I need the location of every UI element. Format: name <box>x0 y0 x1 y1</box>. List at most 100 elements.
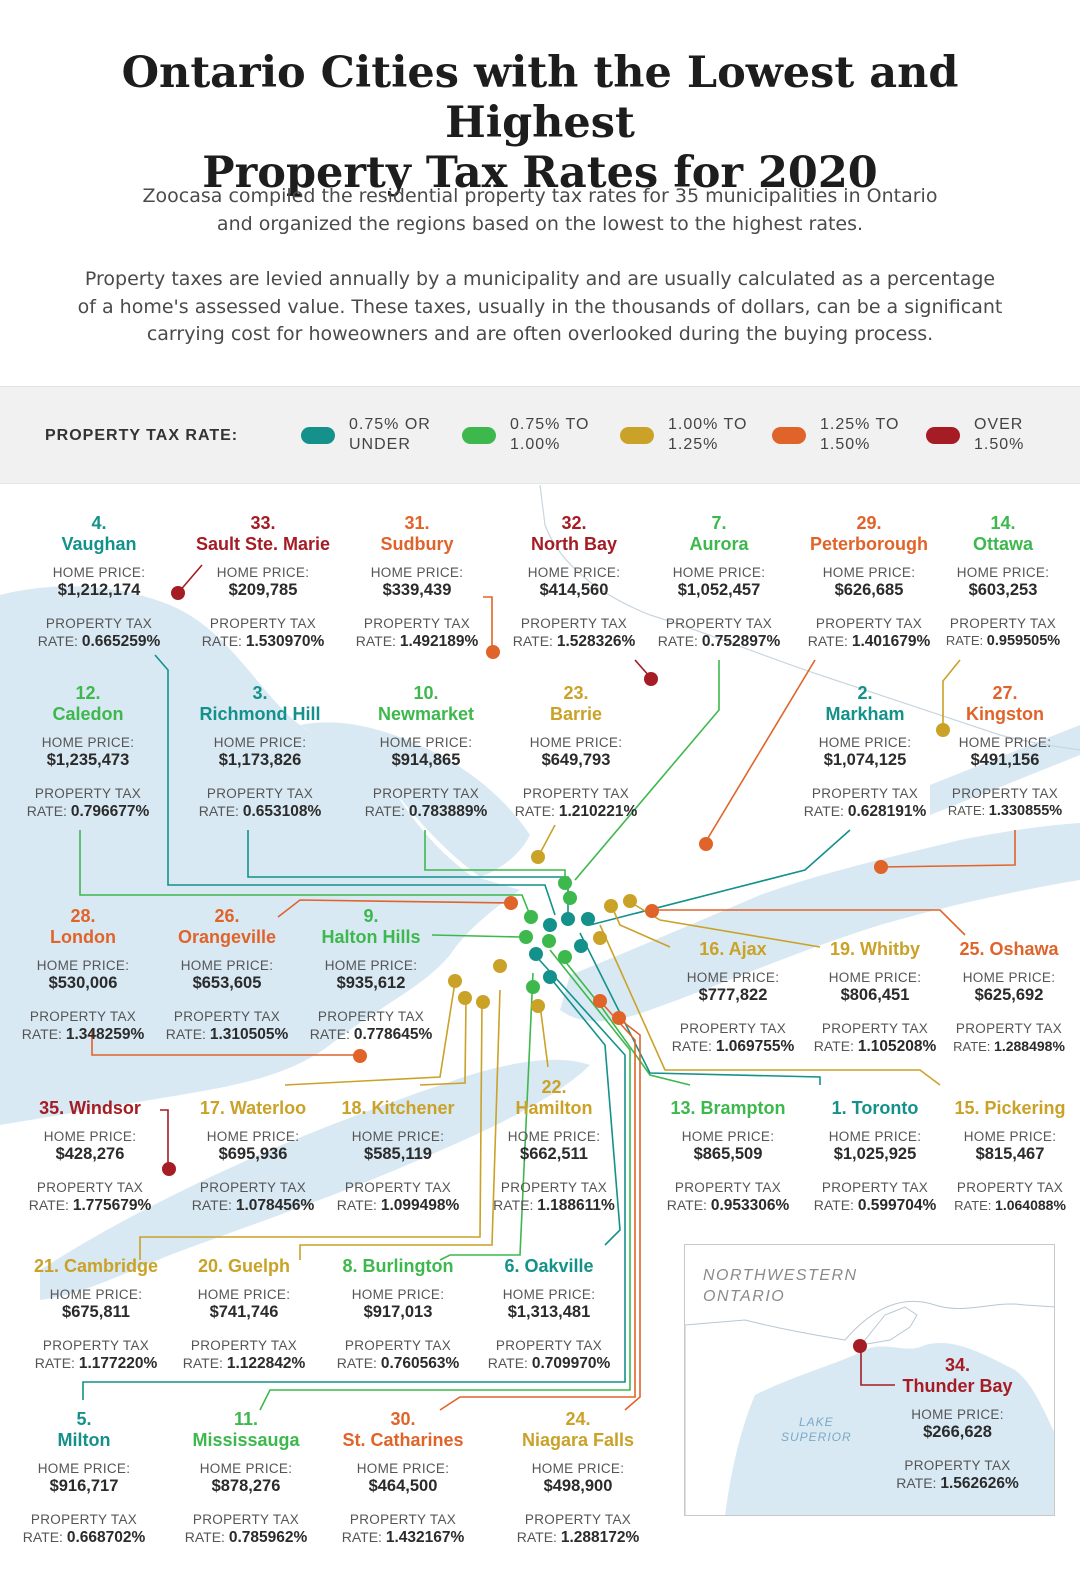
home-price-label: HOME PRICE: <box>206 1129 300 1144</box>
city-name: Mississauga <box>192 1430 300 1450</box>
legend-label: 1.25% TO 1.50% <box>820 416 900 453</box>
leader-kingston <box>879 830 1016 868</box>
leader-ajax <box>611 906 671 948</box>
dot-barrie[interactable] <box>531 850 545 864</box>
legend-item-red: OVER 1.50% <box>926 415 1080 455</box>
dot-sault[interactable] <box>171 586 185 600</box>
property-tax-label: PROPERTY TAX <box>524 1512 632 1527</box>
rate-label: RATE: <box>807 633 848 649</box>
rate-label: RATE: <box>896 1475 937 1491</box>
dot-halton[interactable] <box>519 930 533 944</box>
rate-row: RATE: 1.288498% <box>938 1037 1080 1056</box>
home-price-value: $585,119 <box>364 1145 432 1163</box>
leader-waterloo <box>284 981 456 1086</box>
dot-newmarket[interactable] <box>558 876 572 890</box>
dot-pickering[interactable] <box>593 931 607 945</box>
city-card-kingston: 27. Kingston HOME PRICE: $491,156 PROPER… <box>930 683 1080 820</box>
city-rank: 12. <box>75 683 101 703</box>
property-tax-label: PROPERTY TAX <box>815 616 923 631</box>
rate-value: 0.783889% <box>408 803 488 820</box>
dot-thunder-bay[interactable] <box>853 1339 867 1353</box>
dot-orangeville[interactable] <box>504 896 518 910</box>
dot-aurora[interactable] <box>563 891 577 905</box>
city-name: Thunder Bay <box>902 1376 1013 1396</box>
home-price-label: HOME PRICE: <box>502 1287 596 1302</box>
dot-milton[interactable] <box>529 947 543 961</box>
rate-value: 1.348259% <box>65 1026 145 1043</box>
dot-whitby[interactable] <box>623 894 637 908</box>
home-price-value: $1,173,826 <box>218 751 302 769</box>
dot-peterborough[interactable] <box>699 837 713 851</box>
rate-value: 0.785962% <box>228 1529 308 1546</box>
leader-kitchener <box>419 999 467 1086</box>
dot-richmond[interactable] <box>561 912 575 926</box>
rate-row: RATE: 1.775679% <box>5 1196 175 1215</box>
dot-london[interactable] <box>353 1049 367 1063</box>
property-tax-label: PROPERTY TAX <box>811 786 919 801</box>
dot-oakville[interactable] <box>543 970 557 984</box>
rate-label: RATE: <box>803 803 844 819</box>
dot-kitchener[interactable] <box>458 991 472 1005</box>
leader-toronto <box>579 932 821 1085</box>
rate-label: RATE: <box>516 1529 557 1545</box>
dot-mississauga[interactable] <box>558 950 572 964</box>
dot-northbay[interactable] <box>644 672 658 686</box>
property-tax-label: PROPERTY TAX <box>34 786 142 801</box>
rate-value: 1.064088% <box>995 1197 1066 1213</box>
home-price-label: HOME PRICE: <box>197 1287 291 1302</box>
rate-row: RATE: 0.665259% <box>14 632 184 651</box>
dot-sudbury[interactable] <box>486 645 500 659</box>
dot-windsor[interactable] <box>162 1162 176 1176</box>
dot-markham[interactable] <box>581 912 595 926</box>
rate-label: RATE: <box>947 803 986 818</box>
rate-label: RATE: <box>198 803 239 819</box>
rate-value: 1.492189% <box>399 633 479 650</box>
dot-caledon[interactable] <box>524 910 538 924</box>
property-tax-label: PROPERTY TAX <box>206 786 314 801</box>
dot-niagara[interactable] <box>612 1011 626 1025</box>
rate-label: RATE: <box>953 1039 991 1054</box>
legend-title: PROPERTY TAX RATE: <box>45 427 239 444</box>
home-price-value: $1,235,473 <box>46 751 130 769</box>
rate-row: RATE: 1.288172% <box>493 1528 663 1547</box>
legend: PROPERTY TAX RATE: 0.75% OR UNDER 0.75% … <box>0 386 1080 484</box>
city-name: Barrie <box>549 704 603 724</box>
legend-swatch-red <box>926 426 960 444</box>
dot-ajax[interactable] <box>604 899 618 913</box>
dot-toronto[interactable] <box>574 939 588 953</box>
georgian-bay <box>300 722 530 877</box>
home-price-value: $266,628 <box>923 1423 992 1441</box>
dot-kingston[interactable] <box>874 860 888 874</box>
rate-row: RATE: 1.492189% <box>332 632 502 651</box>
dot-burlington[interactable] <box>526 980 540 994</box>
leader-ottawa <box>942 659 961 730</box>
property-tax-label: PROPERTY TAX <box>190 1338 298 1353</box>
rate-value: 0.653108% <box>242 803 322 820</box>
city-name: Kingston <box>966 704 1044 724</box>
intro2-line-3: carrying cost for howeowners and are oft… <box>146 323 934 345</box>
city-rank: 29. <box>856 513 882 533</box>
dot-brampton[interactable] <box>542 934 556 948</box>
dot-cambridge[interactable] <box>476 995 490 1009</box>
rate-label: RATE: <box>309 1026 350 1042</box>
home-price-value: $1,212,174 <box>57 581 141 599</box>
home-price-label: HOME PRICE: <box>672 565 766 580</box>
dot-ottawa[interactable] <box>936 723 950 737</box>
dot-vaughan[interactable] <box>543 918 557 932</box>
city-card-kitchener: 18. Kitchener HOME PRICE: $585,119 PROPE… <box>313 1098 483 1215</box>
city-card-burlington: 8. Burlington HOME PRICE: $917,013 PROPE… <box>313 1256 483 1373</box>
home-price-label: HOME PRICE: <box>962 970 1056 985</box>
rate-row: RATE: 0.653108% <box>175 802 345 821</box>
dot-hamilton[interactable] <box>531 999 545 1013</box>
home-price-label: HOME PRICE: <box>199 1461 293 1476</box>
dot-guelph[interactable] <box>493 959 507 973</box>
dot-oshawa[interactable] <box>645 904 659 918</box>
leader-brampton <box>559 954 691 1086</box>
dot-waterloo[interactable] <box>448 974 462 988</box>
home-price-label: HOME PRICE: <box>529 735 623 750</box>
dot-stcatharines[interactable] <box>593 994 607 1008</box>
rate-label: RATE: <box>364 803 405 819</box>
property-tax-label: PROPERTY TAX <box>363 616 471 631</box>
rate-value: 1.188611% <box>537 1197 615 1214</box>
legend-swatch-gold <box>620 426 654 444</box>
